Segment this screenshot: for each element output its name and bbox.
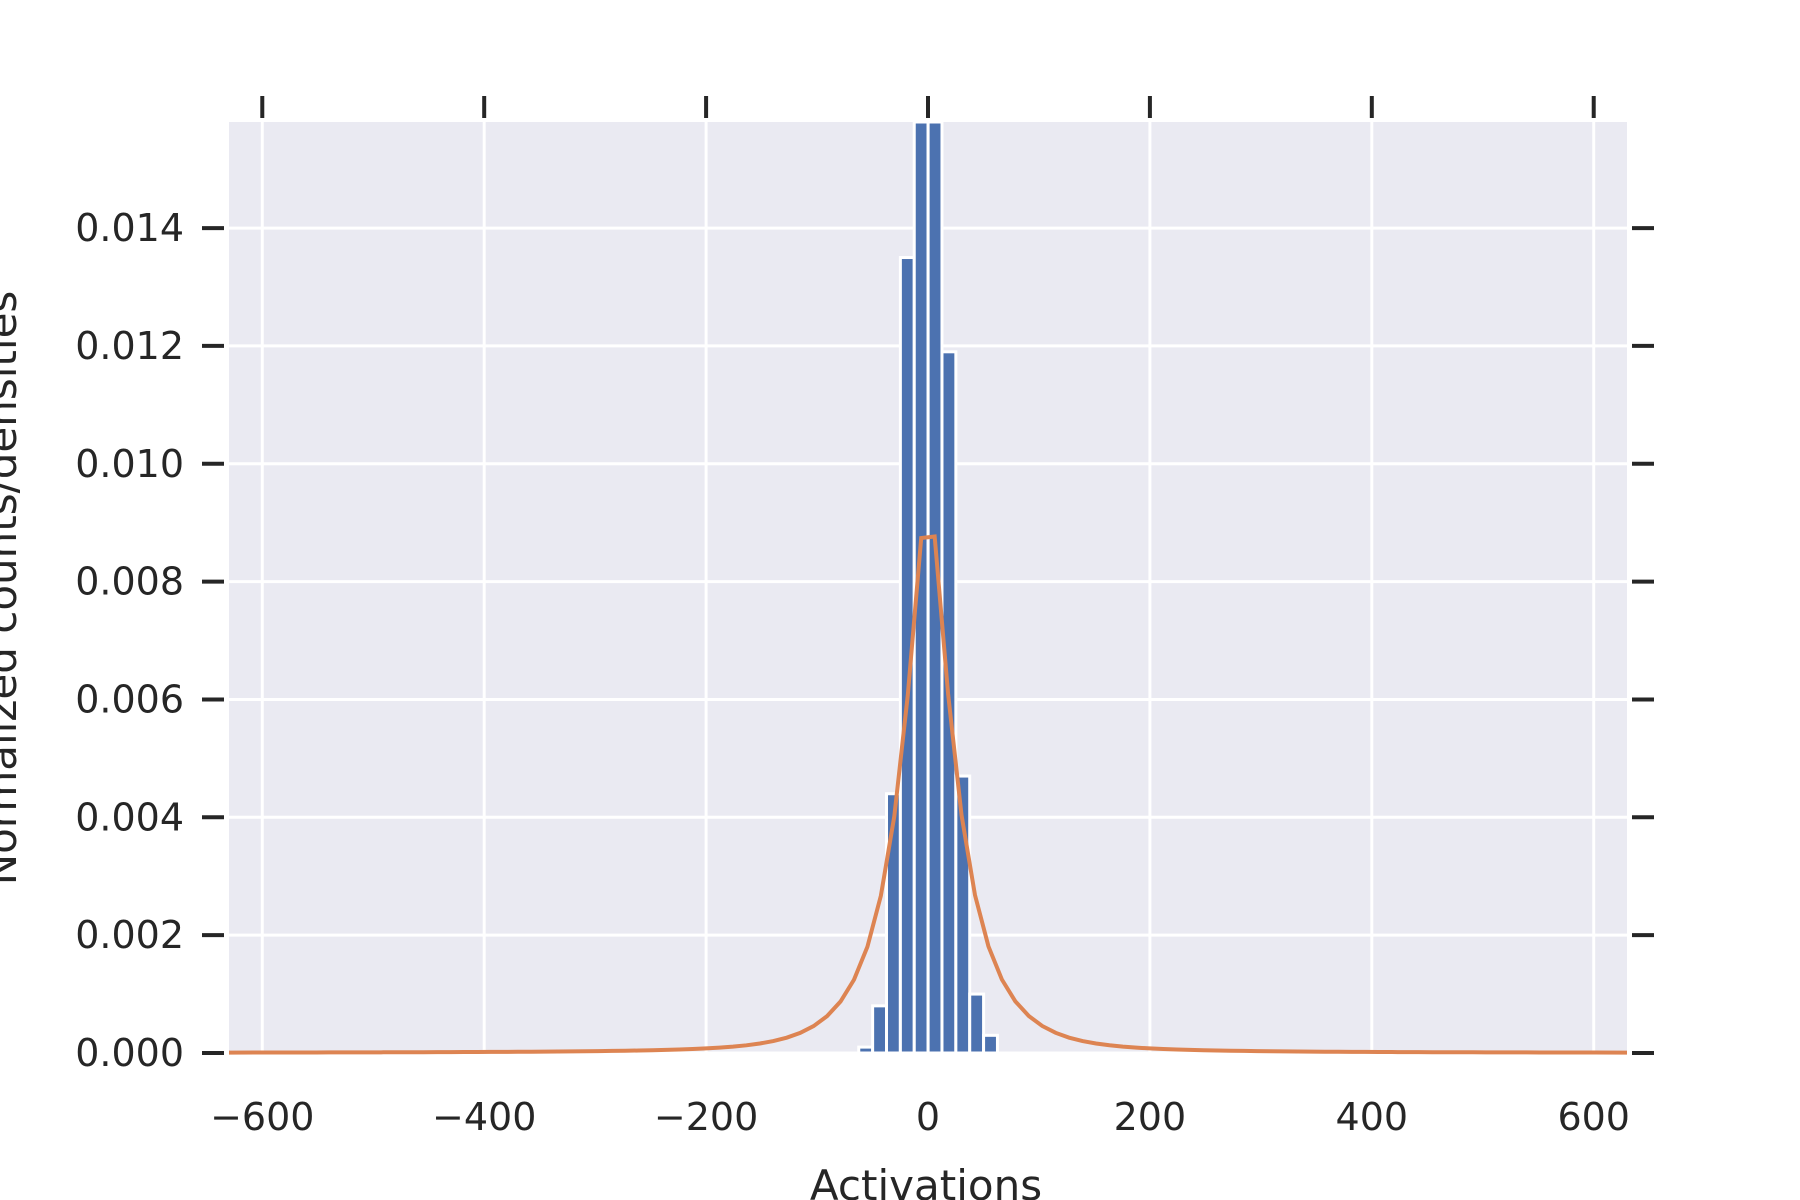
y-tick-label: 0.012 [75, 324, 184, 368]
y-tick-labels: 0.000 0.002 0.004 0.006 0.008 0.010 0.012 0.014 [75, 206, 184, 1075]
x-tick-label: 200 [1114, 1095, 1187, 1139]
tick-marks [202, 96, 1654, 1055]
y-tick-label: 0.002 [75, 913, 184, 957]
y-tick-label: 0.008 [75, 560, 184, 604]
histogram-bar [857, 1045, 875, 1055]
density-curve [228, 534, 1628, 1055]
x-tick-label: 600 [1557, 1095, 1630, 1139]
y-tick-label: 0.000 [75, 1031, 184, 1075]
x-tick-label: −600 [210, 1095, 314, 1139]
y-tick-label: 0.014 [75, 206, 184, 250]
x-tick-labels: −600 −400 −200 0 200 400 600 [210, 1095, 1630, 1139]
y-tick-label: 0.006 [75, 677, 184, 721]
y-tick-label: 0.004 [75, 795, 184, 839]
histogram-bars [857, 120, 999, 1055]
histogram-bar [982, 1033, 999, 1055]
x-tick-label: 400 [1336, 1095, 1409, 1139]
histogram-bar [968, 992, 986, 1055]
histogram-bar [871, 1004, 889, 1055]
x-tick-label: 0 [916, 1095, 940, 1139]
x-axis-title: Activations [810, 1161, 1042, 1200]
y-tick-label: 0.010 [75, 442, 184, 486]
y-axis-title: Normalized counts/densities [0, 291, 26, 886]
x-tick-label: −200 [654, 1095, 758, 1139]
x-tick-label: −400 [432, 1095, 536, 1139]
